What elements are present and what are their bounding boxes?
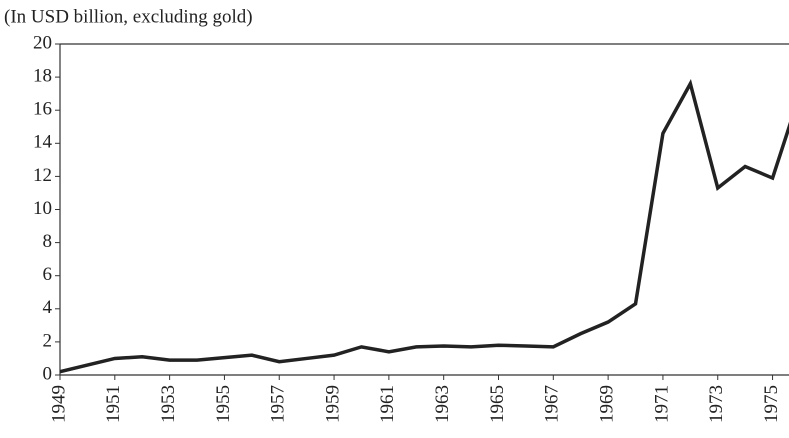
series-line [60, 79, 789, 374]
x-tick-label: 1965 [487, 385, 508, 423]
y-tick-label: 0 [43, 363, 53, 384]
x-tick-label: 1969 [596, 385, 617, 423]
y-tick-label: 10 [33, 198, 52, 219]
x-tick-label: 1963 [432, 385, 453, 423]
x-tick-label: 1955 [213, 385, 234, 423]
x-tick-label: 1973 [706, 385, 727, 423]
y-tick-label: 20 [33, 32, 52, 53]
x-tick-label: 1975 [761, 385, 782, 423]
y-tick-label: 6 [43, 264, 53, 285]
y-tick-label: 16 [33, 99, 52, 120]
y-tick-label: 2 [43, 330, 53, 351]
chart-subtitle: (In USD billion, excluding gold) [4, 6, 253, 27]
y-tick-label: 4 [43, 297, 53, 318]
x-tick-label: 1953 [158, 385, 179, 423]
x-tick-label: 1971 [651, 385, 672, 423]
x-tick-label: 1967 [542, 385, 563, 423]
x-tick-label: 1951 [103, 385, 124, 423]
x-tick-label: 1961 [377, 385, 398, 423]
y-tick-label: 8 [43, 231, 53, 252]
y-tick-label: 14 [33, 132, 53, 153]
y-tick-label: 12 [33, 165, 52, 186]
y-tick-label: 18 [33, 65, 52, 86]
x-tick-label: 1949 [48, 385, 69, 423]
x-tick-label: 1959 [322, 385, 343, 423]
x-tick-label: 1957 [268, 385, 289, 423]
